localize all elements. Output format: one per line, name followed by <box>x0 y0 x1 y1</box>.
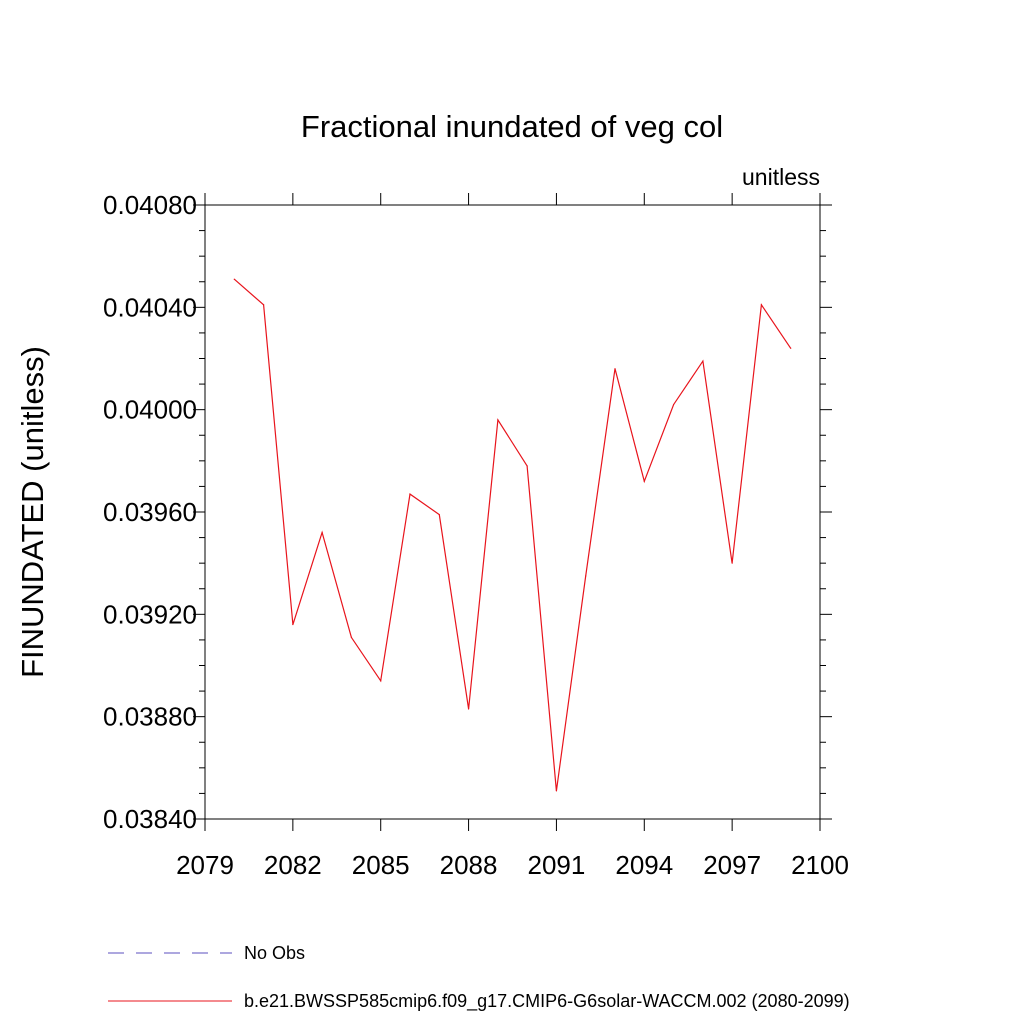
y-tick-label: 0.03880 <box>103 702 197 732</box>
data-point <box>233 278 235 280</box>
x-tick-label: 2100 <box>791 850 849 880</box>
x-tick-label: 2079 <box>176 850 234 880</box>
y-tick-label: 0.04000 <box>103 395 197 425</box>
y-tick-label: 0.04080 <box>103 190 197 220</box>
data-point <box>731 562 733 564</box>
series-line-0 <box>233 278 792 791</box>
legend: No Obs b.e21.BWSSP585cmip6.f09_g17.CMIP6-… <box>108 943 850 1012</box>
axis-ticks: 2079 2082 2085 2088 2091 2094 2097 2100 0.03840 0… <box>103 190 849 880</box>
x-tick-label: 2088 <box>440 850 498 880</box>
data-point <box>614 368 616 370</box>
data-point <box>467 708 470 710</box>
data-point <box>526 465 528 467</box>
plot-frame <box>204 204 821 820</box>
x-tick-label: 2085 <box>352 850 410 880</box>
units-label: unitless <box>742 164 820 190</box>
series-layer <box>233 278 792 792</box>
data-point <box>380 680 382 682</box>
y-tick-label: 0.04040 <box>103 292 197 322</box>
y-tick-label: 0.03920 <box>103 599 197 629</box>
data-point <box>760 304 763 306</box>
y-axis-label: FINUNDATED (unitless) <box>15 346 50 678</box>
y-tick-label: 0.03960 <box>103 497 197 527</box>
data-point <box>292 623 294 626</box>
x-tick-label: 2097 <box>703 850 761 880</box>
data-point <box>321 531 323 534</box>
data-point <box>585 575 587 577</box>
data-point <box>409 493 411 495</box>
legend-label-1: b.e21.BWSSP585cmip6.f09_g17.CMIP6-G6sola… <box>244 991 850 1012</box>
legend-label-0: No Obs <box>244 943 305 963</box>
y-tick-label: 0.03840 <box>103 804 197 834</box>
data-point <box>262 304 265 306</box>
data-point <box>350 636 353 638</box>
x-tick-label: 2082 <box>264 850 322 880</box>
data-point <box>672 403 675 406</box>
data-point <box>555 790 558 792</box>
data-point <box>438 513 440 516</box>
data-point <box>702 360 704 362</box>
data-point <box>790 347 792 349</box>
x-tick-label: 2091 <box>528 850 586 880</box>
x-tick-label: 2094 <box>615 850 673 880</box>
data-point <box>497 419 499 421</box>
chart-title: Fractional inundated of veg col <box>301 109 723 144</box>
data-point <box>643 480 645 482</box>
